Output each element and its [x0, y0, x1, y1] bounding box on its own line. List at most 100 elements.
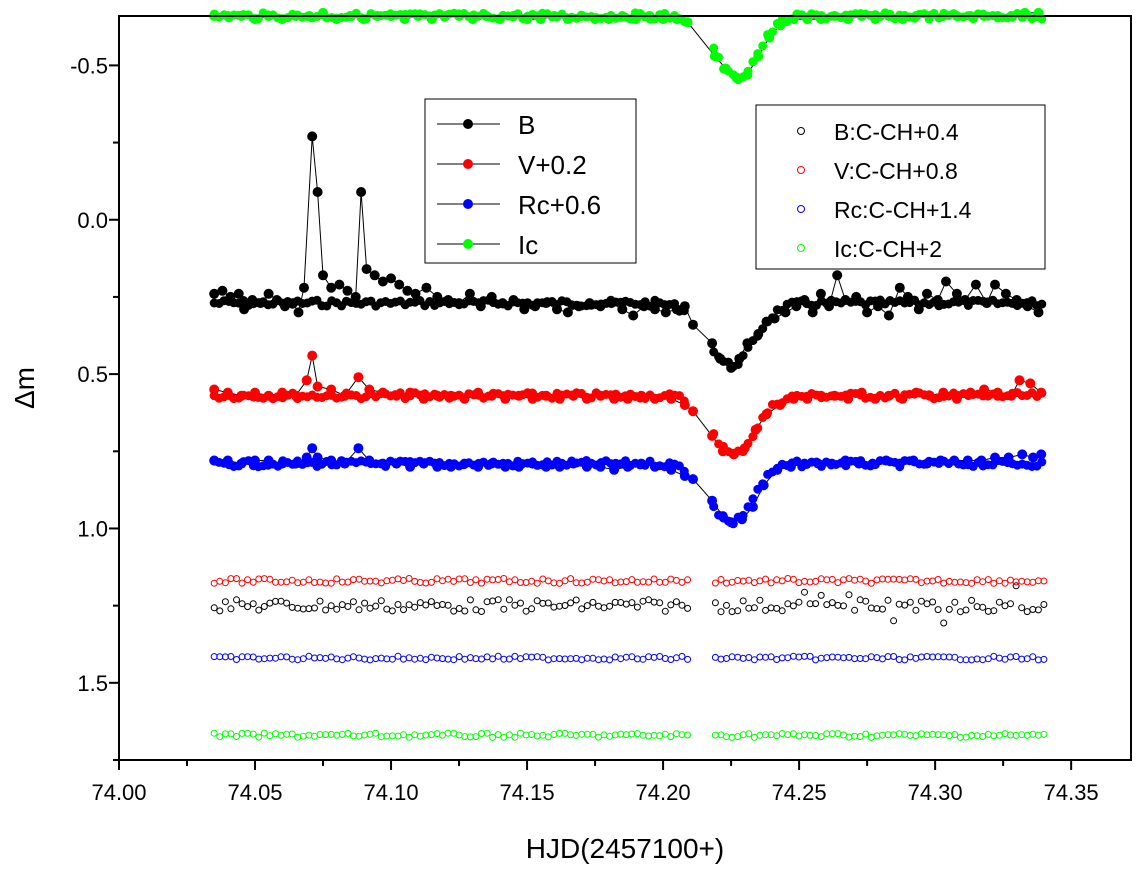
data-point	[293, 307, 304, 318]
data-point	[688, 319, 698, 330]
axis-layer: 74.00 74.05 74.10 74.15 74.20 74.25 74.30 74.35…	[70, 53, 1099, 805]
data-point	[775, 400, 786, 410]
data-point	[486, 458, 497, 469]
data-point	[513, 461, 524, 472]
legend-label: Ic:C-CH+2	[834, 236, 942, 262]
data-point	[949, 455, 960, 466]
data-point	[789, 602, 797, 610]
data-point	[1017, 449, 1028, 460]
data-point	[1040, 730, 1048, 738]
legend-marker	[797, 127, 805, 135]
data-point	[356, 187, 367, 197]
data-point	[1012, 653, 1020, 660]
data-point	[250, 455, 260, 466]
data-point	[445, 390, 456, 401]
data-point	[606, 576, 614, 584]
data-point	[688, 406, 698, 417]
data-point	[255, 733, 263, 741]
data-point	[500, 393, 511, 404]
data-point	[1014, 375, 1025, 386]
data-point	[568, 390, 579, 401]
data-point	[405, 461, 416, 472]
data-point	[762, 606, 769, 614]
data-point	[233, 656, 240, 663]
data-point	[734, 353, 745, 364]
data-point	[312, 452, 323, 463]
data-point	[684, 604, 692, 612]
data-point	[391, 458, 402, 469]
data-point	[299, 282, 309, 293]
series-b-c-ch-0-4	[210, 582, 1048, 627]
data-point	[527, 458, 538, 469]
data-point	[589, 598, 597, 606]
x-tick-label: 74.35	[1044, 780, 1099, 805]
data-point	[500, 605, 508, 613]
data-point	[901, 601, 909, 609]
data-point	[1028, 452, 1039, 463]
data-point	[775, 20, 786, 31]
data-point	[609, 393, 620, 404]
data-point	[344, 603, 352, 610]
y-tick-label: 1.5	[77, 671, 108, 696]
data-point	[788, 393, 799, 404]
data-point	[1029, 653, 1037, 661]
y-tick-label: 1.0	[77, 516, 108, 541]
data-point	[707, 430, 718, 441]
data-point	[405, 387, 416, 398]
data-point	[922, 288, 932, 299]
data-point	[851, 291, 862, 302]
data-point	[353, 372, 364, 383]
data-point	[717, 446, 728, 457]
y-axis-title: Δm	[9, 367, 40, 409]
data-point	[418, 393, 429, 404]
data-point	[671, 304, 682, 315]
data-point	[209, 455, 220, 466]
data-point	[990, 279, 1000, 290]
data-point	[478, 608, 485, 615]
data-point	[494, 652, 502, 660]
data-point	[255, 606, 263, 614]
data-point	[912, 606, 920, 614]
data-point	[726, 517, 737, 528]
data-point	[455, 653, 463, 661]
data-point	[581, 393, 592, 404]
data-point	[326, 384, 337, 395]
data-point	[789, 575, 797, 583]
data-point	[544, 733, 552, 741]
data-point	[494, 731, 502, 739]
data-point	[911, 387, 922, 398]
data-point	[508, 295, 519, 305]
data-point	[906, 598, 914, 606]
y-tick-label: 0.0	[77, 208, 108, 233]
data-point	[533, 579, 541, 587]
legend-right: B:C-CH+0.4 V:C-CH+0.8 Rc:C-CH+1.4 Ic:C-CH+2	[755, 104, 1046, 270]
data-point	[334, 279, 345, 290]
data-point	[299, 655, 307, 663]
data-point	[517, 599, 524, 607]
data-point	[391, 390, 402, 401]
data-point	[372, 729, 380, 737]
data-point	[1034, 606, 1042, 614]
data-point	[238, 600, 246, 608]
data-point	[505, 596, 513, 604]
data-point	[402, 285, 413, 296]
data-point	[322, 606, 330, 614]
data-point	[753, 329, 764, 339]
data-point	[715, 353, 726, 364]
plot-frame	[118, 15, 1132, 761]
data-point	[466, 596, 474, 604]
data-point	[970, 279, 981, 290]
data-point	[572, 596, 580, 604]
data-point	[934, 576, 942, 583]
data-point	[350, 291, 361, 302]
data-point	[279, 301, 290, 312]
data-point	[377, 458, 388, 469]
data-point	[817, 733, 825, 741]
data-point	[717, 608, 725, 616]
data-point	[968, 596, 976, 604]
data-point	[799, 295, 810, 305]
data-point	[472, 733, 480, 741]
data-point	[709, 51, 720, 62]
data-point	[344, 729, 352, 737]
data-point	[934, 606, 942, 614]
